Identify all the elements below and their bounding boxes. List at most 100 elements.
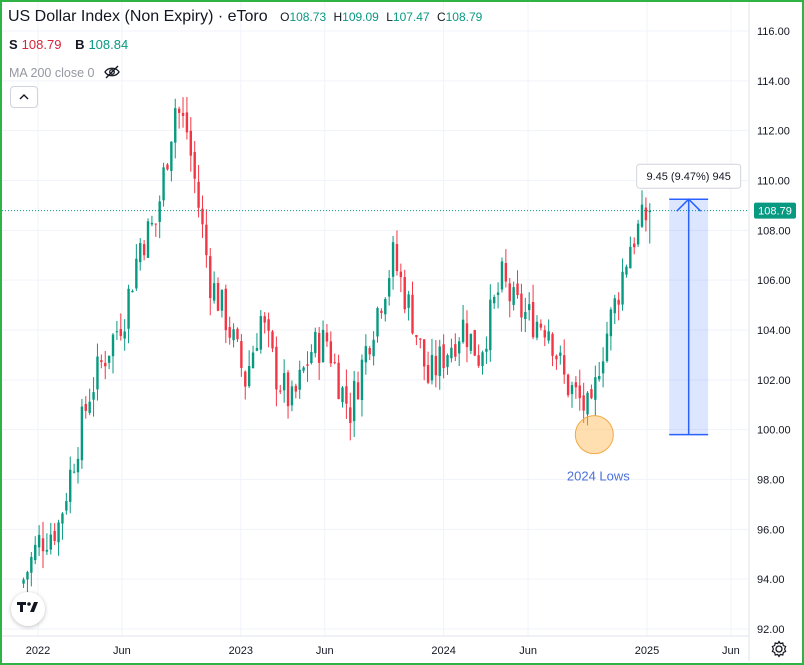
- candle-body: [442, 344, 445, 369]
- price-tick-label: 100.00: [757, 425, 791, 437]
- candle-body: [279, 390, 282, 392]
- candle-body: [403, 277, 406, 310]
- candle-body: [166, 164, 169, 170]
- candle-body: [566, 374, 570, 396]
- time-tick-label: Jun: [722, 645, 740, 657]
- grid: [2, 2, 750, 661]
- buy-price[interactable]: 108.84: [88, 37, 129, 52]
- candle-body: [127, 288, 130, 329]
- candle-body: [317, 333, 321, 363]
- candle-body: [290, 386, 294, 406]
- candle-body: [376, 308, 379, 337]
- symbol-title[interactable]: US Dollar Index (Non Expiry) · eToro: [8, 8, 268, 25]
- candle-body: [337, 362, 340, 400]
- ohlc-values: O108.73 H109.09 L107.47 C108.79: [280, 10, 486, 24]
- candle-body: [267, 319, 270, 331]
- high-label: H: [333, 10, 343, 24]
- candle-body: [53, 530, 56, 541]
- eye-off-icon[interactable]: [104, 65, 120, 82]
- candle-body: [465, 323, 469, 348]
- candle-body: [298, 369, 301, 390]
- candle-body: [139, 243, 142, 263]
- candle-body: [244, 371, 247, 387]
- candle-body: [321, 329, 325, 362]
- candle-body: [528, 304, 531, 311]
- price-tick-label: 96.00: [757, 524, 785, 536]
- annotations: 108.79 2024 Lows 9.45 (9.47%) 945: [2, 163, 796, 484]
- candle-body: [489, 299, 492, 351]
- candle-body: [224, 288, 228, 331]
- candle-body: [590, 389, 593, 399]
- candle-body: [30, 556, 33, 573]
- candle-body: [422, 339, 426, 367]
- candle-body: [306, 364, 309, 366]
- candle-body: [96, 356, 99, 390]
- candle-body: [625, 266, 628, 275]
- sell-label: S: [9, 37, 18, 52]
- current-price-label: 108.79: [758, 206, 792, 218]
- tradingview-logo[interactable]: [11, 592, 45, 626]
- time-tick-label: Jun: [316, 645, 334, 657]
- candle-body: [61, 513, 64, 524]
- candle-body: [574, 382, 578, 388]
- open-label: O: [280, 10, 290, 24]
- candle-body: [492, 296, 496, 304]
- candles: [22, 96, 651, 595]
- candle-body: [648, 210, 651, 213]
- candle-body: [609, 309, 613, 337]
- candle-body: [485, 348, 488, 352]
- candle-body: [325, 332, 329, 342]
- candle-body: [578, 385, 581, 399]
- candle-body: [333, 362, 336, 364]
- time-tick-label: 2025: [635, 645, 659, 657]
- candle-body: [372, 339, 375, 357]
- candle-body: [263, 316, 266, 323]
- candle-body: [426, 365, 430, 383]
- candle-body: [391, 242, 395, 277]
- candle-body: [598, 375, 601, 380]
- candle-body: [636, 223, 640, 245]
- chart-settings-button[interactable]: [770, 640, 788, 663]
- candle-body: [236, 328, 239, 340]
- candle-body: [232, 329, 235, 341]
- candle-body: [111, 334, 115, 357]
- candle-body: [65, 501, 68, 511]
- time-tick-label: Jun: [519, 645, 537, 657]
- candle-body: [34, 544, 37, 561]
- collapse-legend-button[interactable]: [10, 86, 38, 108]
- price-tick-label: 114.00: [757, 76, 790, 88]
- candle-body: [570, 385, 574, 395]
- candle-body: [216, 282, 220, 311]
- candle-body: [22, 579, 25, 584]
- candle-body: [275, 346, 278, 390]
- candle-body: [251, 352, 255, 369]
- time-tick-label: 2022: [26, 645, 50, 657]
- price-axis[interactable]: 92.00 94.00 96.00 98.00 100.00 102.00 104.00 10…: [757, 26, 791, 636]
- candle-body: [387, 278, 391, 297]
- candle-body: [419, 338, 422, 340]
- candle-body: [504, 263, 508, 282]
- candle-body: [380, 310, 383, 314]
- gear-icon: [770, 640, 788, 662]
- candle-body: [193, 152, 196, 179]
- candle-body: [146, 221, 150, 258]
- current-price-badge: [754, 202, 796, 219]
- candle-body: [286, 372, 290, 407]
- time-axis[interactable]: 2022 Jun 2023 Jun 2024 Jun 2025 Jun: [26, 645, 740, 657]
- candle-body: [617, 299, 620, 305]
- price-tick-label: 116.00: [757, 26, 790, 38]
- candle-body: [508, 283, 511, 302]
- sell-price[interactable]: 108.79: [21, 37, 62, 52]
- candle-body: [512, 287, 515, 305]
- candle-body: [450, 347, 453, 359]
- candle-body: [314, 331, 317, 354]
- candle-body: [26, 572, 29, 580]
- chart-legend-header: US Dollar Index (Non Expiry) · eToro O10…: [8, 8, 486, 26]
- indicator-row[interactable]: MA 200 close 0: [9, 65, 120, 82]
- bid-ask-row: S 108.79 B 108.84: [9, 37, 128, 52]
- candle-body: [177, 108, 181, 113]
- candle-body: [72, 471, 76, 473]
- candle-body: [360, 359, 364, 400]
